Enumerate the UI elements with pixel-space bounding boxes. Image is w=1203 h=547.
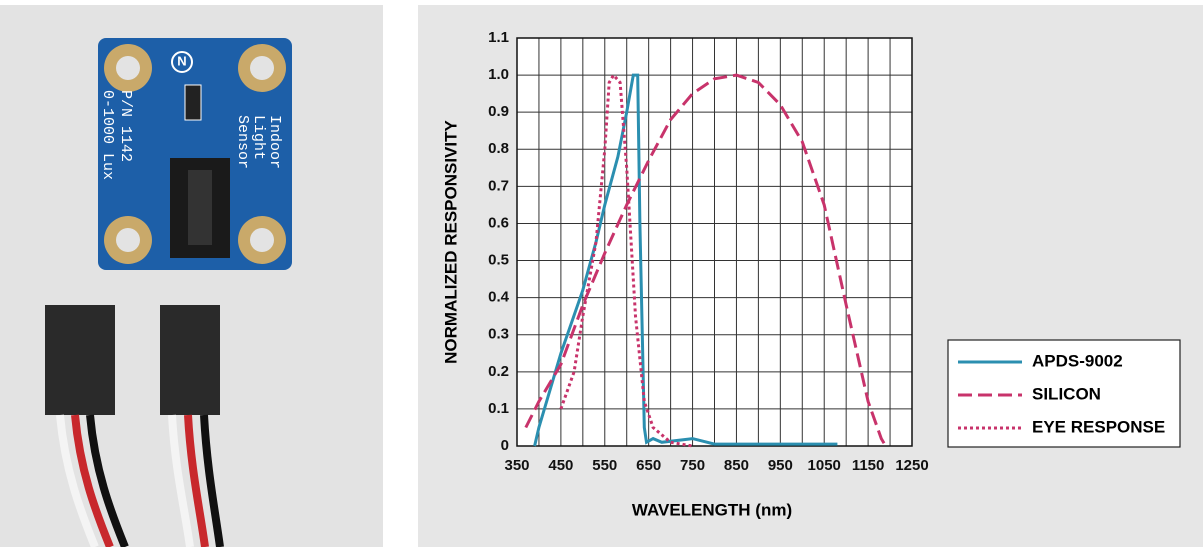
series-line (559, 72, 693, 448)
y-tick-label: 0.3 (488, 326, 509, 343)
board-text: Light (250, 115, 267, 160)
y-tick-label: 0.2 (488, 363, 509, 380)
y-tick-label: 0.9 (488, 103, 509, 120)
series-line (533, 73, 838, 447)
board-text: 0-1000 Lux (99, 90, 116, 180)
x-tick-label: 1150 (852, 457, 885, 474)
y-tick-label: 1.0 (488, 66, 509, 83)
x-tick-label: 350 (504, 457, 529, 474)
plot-frame (516, 37, 913, 447)
y-tick-label: 0.5 (488, 252, 509, 269)
x-tick-label: 650 (636, 457, 661, 474)
x-tick-label: 750 (680, 457, 705, 474)
y-tick-label: 0 (501, 437, 509, 454)
board-text: P/N 1142 (117, 90, 134, 162)
y-tick-label: 0.1 (488, 400, 509, 417)
cables (45, 305, 224, 547)
sensor-board (98, 38, 292, 270)
legend-label: EYE RESPONSE (1032, 417, 1165, 436)
x-tick-label: 550 (592, 457, 617, 474)
legend-label: SILICON (1032, 384, 1101, 403)
y-axis-label: NORMALIZED RESPONSIVITY (441, 119, 460, 363)
x-tick-label: 850 (724, 457, 749, 474)
x-tick-label: 1250 (895, 457, 928, 474)
x-axis-label: WAVELENGTH (nm) (632, 500, 792, 519)
y-tick-label: 0.4 (488, 289, 510, 306)
board-text: Indoor (266, 115, 283, 169)
x-tick-label: 950 (768, 457, 793, 474)
series-line (524, 73, 887, 447)
x-tick-label: 450 (548, 457, 573, 474)
y-tick-label: 1.1 (488, 29, 509, 46)
y-tick-label: 0.7 (488, 177, 509, 194)
y-tick-label: 0.6 (488, 214, 509, 231)
board-text: Sensor (234, 115, 251, 169)
y-tick-label: 0.8 (488, 140, 509, 157)
x-tick-label: 1050 (808, 457, 841, 474)
logo: N (177, 53, 186, 68)
legend-label: APDS-9002 (1032, 351, 1123, 370)
